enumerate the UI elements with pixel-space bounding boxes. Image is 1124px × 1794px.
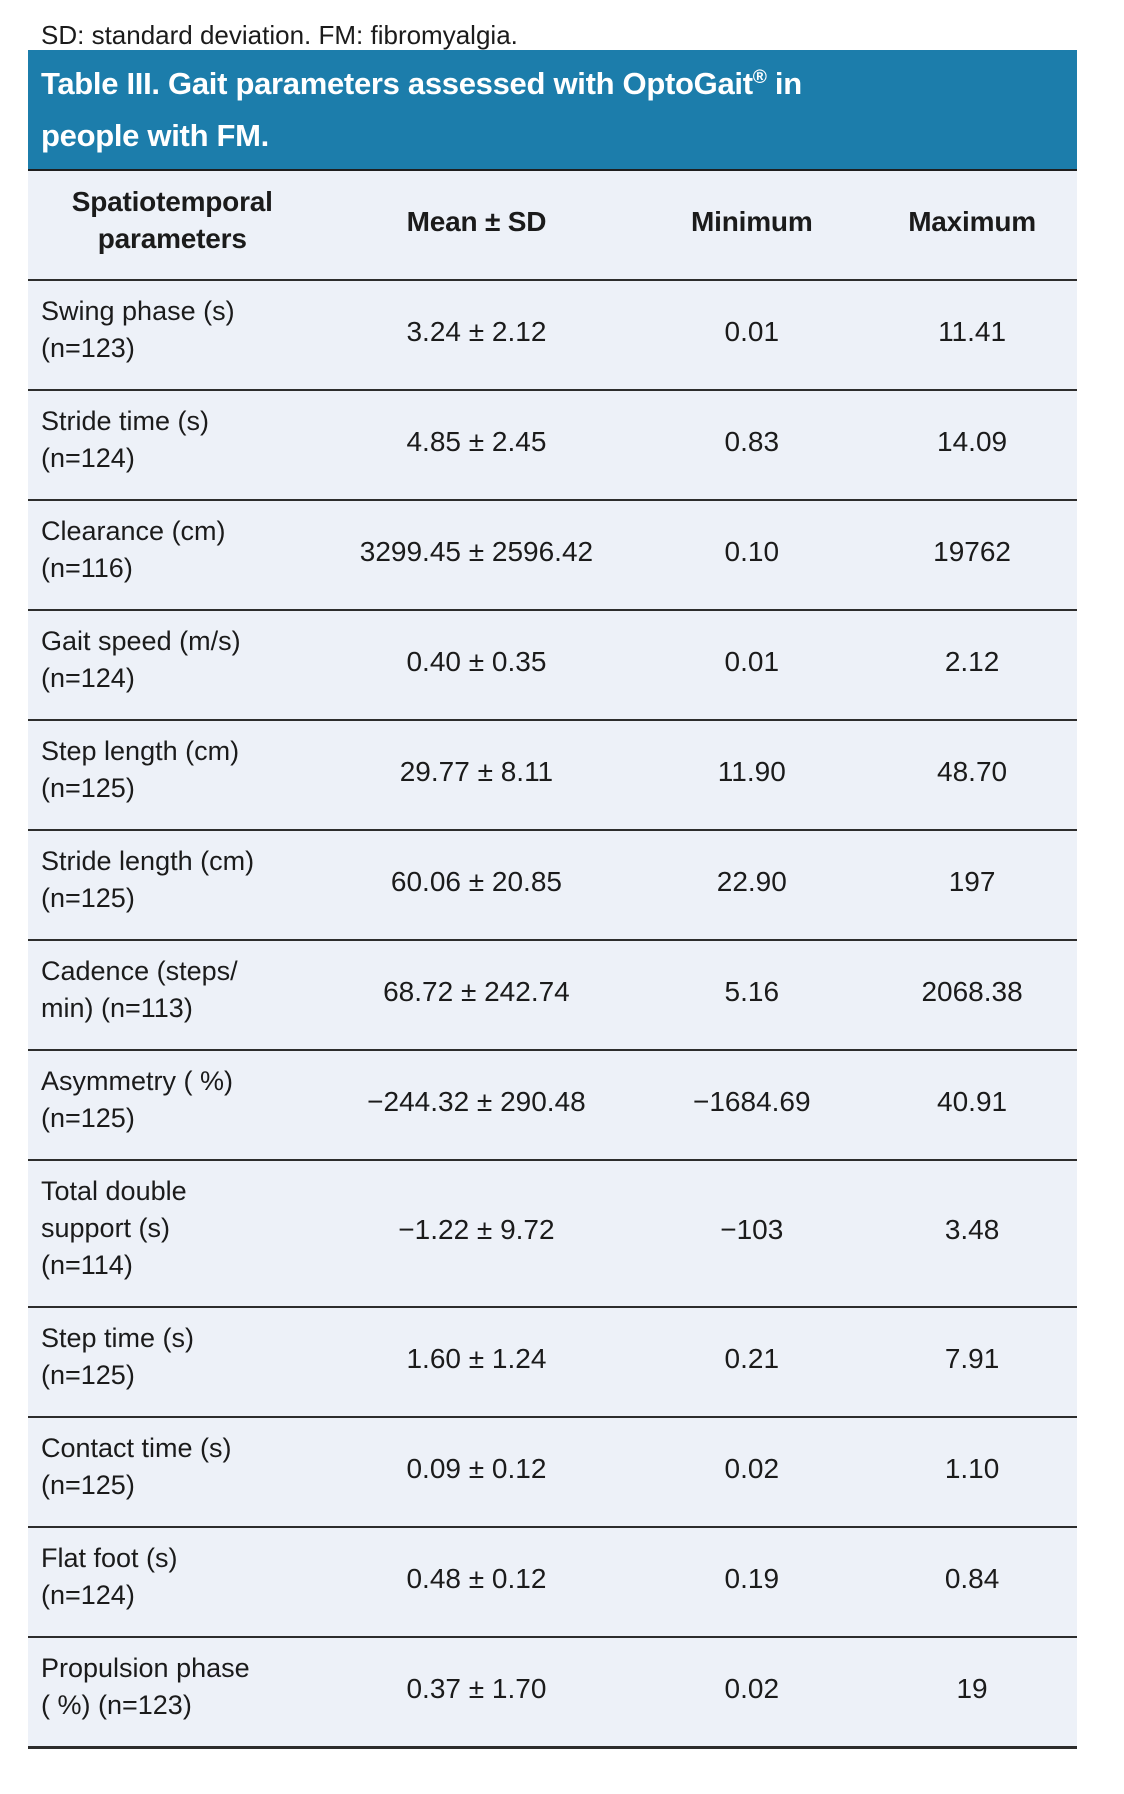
- minimum-cell: 22.90: [716, 865, 787, 897]
- table-row: Gait speed (m/s) (n=124) 0.40 ± 0.35 0.0…: [28, 609, 1077, 719]
- table-title-line2: people with FM.: [41, 118, 269, 153]
- table-row: Flat foot (s) (n=124) 0.48 ± 0.12 0.19 0…: [28, 1526, 1077, 1636]
- mean-sd-cell: 0.09 ± 0.12: [406, 1452, 547, 1484]
- table-row: Step length (cm) (n=125) 29.77 ± 8.11 11…: [28, 719, 1077, 829]
- parameter-cell: Clearance (cm) (n=116): [41, 516, 226, 583]
- minimum-cell: 5.16: [724, 975, 780, 1007]
- table-row: Propulsion phase ( %) (n=123) 0.37 ± 1.7…: [28, 1636, 1077, 1746]
- parameter-cell: Propulsion phase ( %) (n=123): [41, 1653, 250, 1720]
- parameter-cell: Cadence (steps/ min) (n=113): [41, 956, 238, 1023]
- table-row: Stride length (cm) (n=125) 60.06 ± 20.85…: [28, 829, 1077, 939]
- maximum-cell: 2.12: [944, 645, 1000, 677]
- table-row: Cadence (steps/ min) (n=113) 68.72 ± 242…: [28, 939, 1077, 1049]
- parameter-cell: Contact time (s) (n=125): [41, 1433, 232, 1500]
- minimum-cell: 0.83: [724, 425, 780, 457]
- col-header-maximum: Maximum: [908, 205, 1036, 237]
- mean-sd-cell: 0.37 ± 1.70: [406, 1672, 547, 1704]
- table-title-text: Table III. Gait parameters assessed with…: [41, 66, 753, 101]
- parameter-cell: Asymmetry ( %) (n=125): [41, 1066, 233, 1133]
- table-row: Step time (s) (n=125) 1.60 ± 1.24 0.21 7…: [28, 1306, 1077, 1416]
- table-title-text-end: in: [766, 66, 802, 101]
- col-header-minimum: Minimum: [691, 205, 813, 237]
- maximum-cell: 48.70: [937, 755, 1008, 787]
- mean-sd-cell: 60.06 ± 20.85: [390, 865, 562, 897]
- gait-parameters-table: Table III. Gait parameters assessed with…: [28, 50, 1077, 1749]
- registered-trademark-symbol: ®: [752, 67, 767, 89]
- minimum-cell: 0.02: [724, 1672, 780, 1704]
- maximum-cell: 1.10: [944, 1452, 1000, 1484]
- maximum-cell: 19: [956, 1672, 988, 1704]
- mean-sd-cell: 3299.45 ± 2596.42: [359, 535, 594, 567]
- minimum-cell: −1684.69: [693, 1085, 811, 1117]
- table-row: Stride time (s) (n=124) 4.85 ± 2.45 0.83…: [28, 389, 1077, 499]
- mean-sd-cell: 4.85 ± 2.45: [406, 425, 547, 457]
- maximum-cell: 3.48: [944, 1214, 1000, 1245]
- minimum-cell: 11.90: [717, 755, 786, 787]
- parameter-cell: Flat foot (s) (n=124): [41, 1543, 178, 1610]
- table-title: Table III. Gait parameters assessed with…: [28, 50, 1077, 171]
- mean-sd-cell: 0.48 ± 0.12: [406, 1562, 547, 1594]
- parameter-cell: Total double support (s) (n=114): [41, 1176, 187, 1280]
- minimum-cell: 0.19: [724, 1562, 780, 1594]
- minimum-cell: 0.01: [724, 315, 780, 347]
- parameter-cell: Stride time (s) (n=124): [41, 406, 210, 473]
- footnote: SD: standard deviation. FM: fibromyalgia…: [41, 20, 518, 50]
- table-row: Contact time (s) (n=125) 0.09 ± 0.12 0.0…: [28, 1416, 1077, 1526]
- parameter-cell: Step time (s) (n=125): [41, 1323, 195, 1390]
- maximum-cell: 2068.38: [921, 975, 1023, 1007]
- table-body: Swing phase (s) (n=123) 3.24 ± 2.12 0.01…: [28, 281, 1077, 1746]
- mean-sd-cell: 29.77 ± 8.11: [399, 755, 554, 787]
- minimum-cell: −103: [720, 1214, 784, 1245]
- mean-sd-cell: 1.60 ± 1.24: [406, 1342, 547, 1374]
- parameter-cell: Swing phase (s) (n=123): [41, 296, 235, 363]
- parameter-cell: Gait speed (m/s) (n=124): [41, 626, 241, 693]
- maximum-cell: 7.91: [944, 1342, 1000, 1374]
- table-row: Swing phase (s) (n=123) 3.24 ± 2.12 0.01…: [28, 281, 1077, 389]
- col-header-parameters: Spatiotemporal parameters: [71, 186, 273, 254]
- mean-sd-cell: 0.40 ± 0.35: [406, 645, 547, 677]
- maximum-cell: 19762: [933, 535, 1011, 567]
- minimum-cell: 0.10: [724, 535, 780, 567]
- maximum-cell: 197: [948, 865, 996, 897]
- maximum-cell: 14.09: [937, 425, 1008, 457]
- maximum-cell: 11.41: [938, 315, 1007, 347]
- table-row: Asymmetry ( %) (n=125) −244.32 ± 290.48 …: [28, 1049, 1077, 1159]
- col-header-mean-sd: Mean ± SD: [406, 205, 547, 237]
- minimum-cell: 0.21: [724, 1342, 780, 1374]
- parameter-cell: Step length (cm) (n=125): [41, 736, 240, 803]
- table-row: Total double support (s) (n=114) −1.22 ±…: [28, 1159, 1077, 1306]
- maximum-cell: 40.91: [937, 1085, 1008, 1117]
- minimum-cell: 0.02: [724, 1452, 780, 1484]
- table-header-row: Spatiotemporal parameters Mean ± SD Mini…: [28, 171, 1077, 281]
- maximum-cell: 0.84: [944, 1562, 1000, 1594]
- mean-sd-cell: 68.72 ± 242.74: [383, 975, 570, 1007]
- minimum-cell: 0.01: [724, 645, 780, 677]
- mean-sd-cell: −244.32 ± 290.48: [367, 1085, 586, 1117]
- table-row: Clearance (cm) (n=116) 3299.45 ± 2596.42…: [28, 499, 1077, 609]
- parameter-cell: Stride length (cm) (n=125): [41, 846, 255, 913]
- mean-sd-cell: 3.24 ± 2.12: [406, 315, 547, 347]
- mean-sd-cell: −1.22 ± 9.72: [398, 1214, 555, 1245]
